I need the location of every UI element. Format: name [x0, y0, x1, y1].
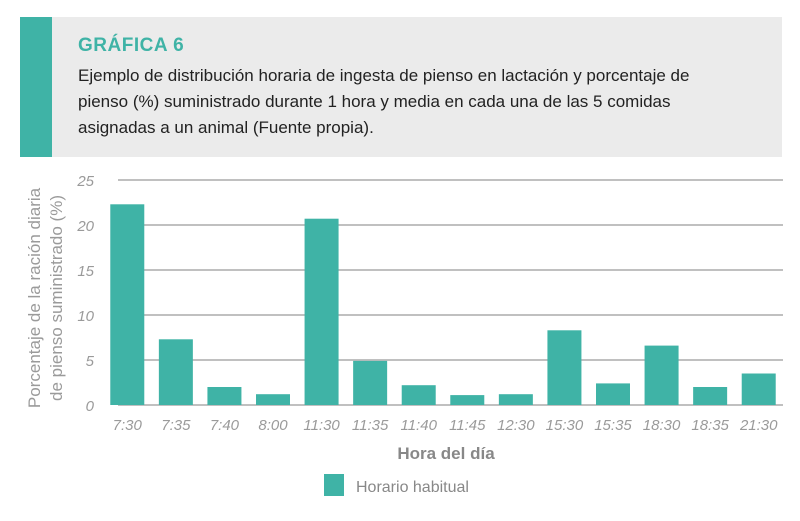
x-tick-label: 15:35: [594, 417, 632, 434]
bar: [547, 330, 582, 405]
x-tick-label: 18:30: [643, 417, 681, 434]
x-tick-label: 7:40: [210, 417, 240, 434]
bar: [596, 383, 630, 405]
x-tick-label: 11:45: [449, 417, 486, 434]
y-axis-label-line-2: de pienso suministrado (%): [47, 195, 66, 401]
y-tick-label: 0: [86, 398, 95, 415]
x-tick-label: 7:30: [113, 417, 143, 434]
x-tick-label: 18:35: [691, 417, 729, 434]
figure-header: GRÁFICA 6 Ejemplo de distribución horari…: [20, 17, 782, 157]
x-axis-label: Hora del día: [397, 444, 495, 463]
bar: [110, 204, 145, 405]
bar: [256, 394, 290, 405]
y-tick-label: 5: [86, 353, 95, 370]
x-tick-label: 7:35: [161, 417, 191, 434]
gridlines: [118, 179, 783, 406]
bar: [158, 339, 193, 405]
y-tick-label: 25: [76, 173, 94, 190]
y-tick-label: 10: [77, 308, 94, 325]
bar: [304, 218, 339, 405]
x-tick-label: 12:30: [497, 417, 535, 434]
x-axis-ticks: 7:30 7:35 7:40 8:00 11:30 11:35 11:40 11:45 12:3…: [113, 417, 778, 434]
figure-label: GRÁFICA 6: [78, 35, 185, 56]
bar: [353, 360, 388, 405]
bar: [498, 394, 533, 405]
x-tick-label: 8:00: [258, 417, 288, 434]
bars: [110, 204, 776, 405]
y-tick-label: 20: [76, 218, 94, 235]
bar: [207, 387, 242, 405]
legend-label: Horario habitual: [356, 479, 469, 496]
y-axis-label-line-1: Porcentaje de la ración diaria: [25, 187, 44, 408]
x-tick-label: 11:40: [400, 417, 437, 434]
bar: [693, 387, 728, 405]
legend-swatch: [324, 474, 344, 496]
bar: [450, 395, 485, 405]
x-tick-label: 21:30: [739, 417, 778, 434]
x-tick-label: 11:35: [352, 417, 389, 434]
bar: [401, 385, 436, 405]
figure-caption: Ejemplo de distribución horaria de inges…: [78, 66, 690, 137]
bar: [741, 373, 776, 405]
y-tick-label: 15: [77, 263, 94, 280]
x-tick-label: 11:30: [303, 417, 340, 434]
x-tick-label: 15:30: [546, 417, 584, 434]
y-axis-ticks: 0 5 10 15 20 25: [76, 173, 94, 415]
bar: [644, 345, 679, 405]
accent-bar: [20, 17, 52, 157]
